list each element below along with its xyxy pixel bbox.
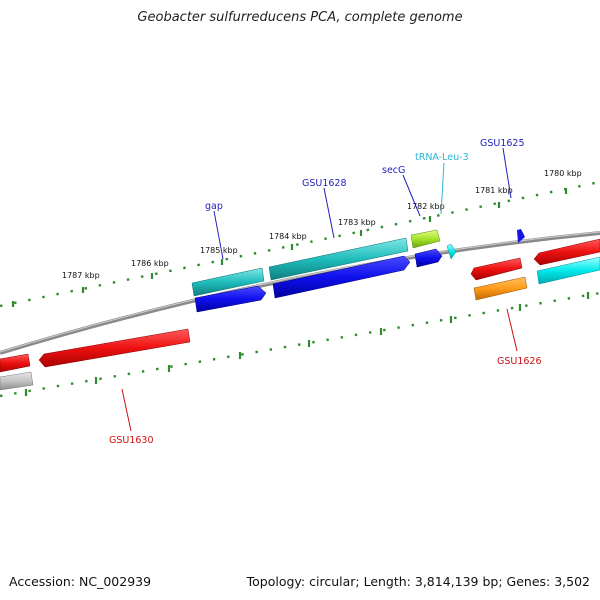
- kbp-label: 1786 kbp: [131, 259, 169, 268]
- gene-label-secg: secG: [382, 165, 405, 176]
- gsu1630-connector: [121, 388, 132, 432]
- gene-red-left-edge[interactable]: [0, 353, 31, 373]
- genome-backbone-highlight: [0, 231, 600, 353]
- gene-gap-teal[interactable]: [191, 267, 265, 297]
- kbp-label: 1780 kbp: [544, 169, 582, 178]
- kbp-label: 1781 kbp: [475, 186, 513, 195]
- gene-label-gap: gap: [205, 201, 223, 212]
- accession-text: Accession: NC_002939: [9, 574, 152, 589]
- gene-secg-green[interactable]: [410, 229, 441, 249]
- gene-gsu1630-red[interactable]: [38, 328, 191, 368]
- gsu1626-connector: [506, 308, 518, 352]
- gene-gap-blue[interactable]: [194, 285, 267, 313]
- secg-connector: [402, 174, 421, 217]
- gene-label-gsu1630: GSU1630: [109, 435, 154, 446]
- gene-secg-blue[interactable]: [414, 248, 443, 268]
- trna-connector: [440, 162, 445, 215]
- gene-gsu1626-orange[interactable]: [473, 276, 528, 301]
- gene-gsu1625-arrow[interactable]: [517, 229, 525, 243]
- major-ticks: [11, 188, 590, 396]
- gene-red-right-1[interactable]: [470, 257, 523, 281]
- trna-leu-3-arrow[interactable]: [446, 243, 457, 260]
- gsu1628-connector: [323, 187, 335, 239]
- kbp-label: 1783 kbp: [338, 218, 376, 227]
- gene-gsu1628-blue[interactable]: [272, 255, 411, 299]
- gene-label-gsu1626: GSU1626: [497, 356, 542, 367]
- gene-label-trna-leu-3: tRNA-Leu-3: [415, 152, 469, 163]
- kbp-label: 1785 kbp: [200, 246, 238, 255]
- gap-connector: [213, 210, 224, 260]
- kbp-label: 1787 kbp: [62, 271, 100, 280]
- gene-label-gsu1628: GSU1628: [302, 178, 347, 189]
- outer-tick-ring: [0, 180, 600, 308]
- gene-label-gsu1625: GSU1625: [480, 138, 525, 149]
- inner-tick-ring: [0, 291, 600, 398]
- map-title: Geobacter sulfurreducens PCA, complete g…: [137, 10, 463, 25]
- gene-gsu1628-teal[interactable]: [268, 237, 409, 281]
- genome-backbone: [0, 231, 600, 355]
- genome-summary-text: Topology: circular; Length: 3,814,139 bp…: [246, 574, 590, 589]
- kbp-label: 1784 kbp: [269, 232, 307, 241]
- gsu1625-connector: [502, 147, 512, 199]
- gene-red-right-2[interactable]: [533, 238, 600, 266]
- kbp-label: 1782 kbp: [407, 202, 445, 211]
- gene-cyan-right[interactable]: [536, 256, 600, 285]
- gene-gray-left-edge[interactable]: [0, 371, 34, 391]
